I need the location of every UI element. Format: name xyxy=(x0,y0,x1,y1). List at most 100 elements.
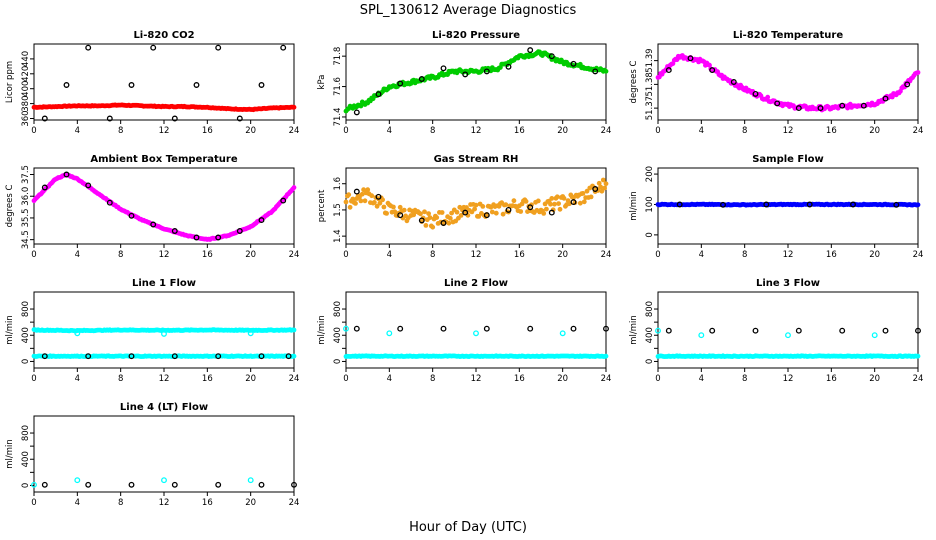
series-1 xyxy=(31,477,254,488)
data-point xyxy=(291,327,297,333)
x-tick-label: 4 xyxy=(75,126,80,136)
data-point xyxy=(483,68,490,75)
x-tick-label: 12 xyxy=(471,250,482,260)
data-point xyxy=(570,199,577,206)
data-point xyxy=(489,209,495,215)
data-point xyxy=(730,79,737,85)
y-axis-label: degrees C xyxy=(629,61,639,104)
data-point xyxy=(171,228,178,234)
series-0 xyxy=(31,327,297,334)
data-point xyxy=(698,332,705,339)
data-point xyxy=(236,228,243,234)
x-tick-label: 12 xyxy=(159,126,170,136)
x-tick-label: 20 xyxy=(245,126,256,136)
data-point xyxy=(548,53,555,60)
x-tick-label: 20 xyxy=(245,250,256,260)
x-tick-label: 8 xyxy=(742,250,747,260)
x-tick-label: 4 xyxy=(387,374,392,384)
data-point xyxy=(353,325,360,332)
data-point xyxy=(343,199,349,205)
data-point xyxy=(193,234,200,241)
data-point xyxy=(449,210,454,216)
data-point xyxy=(570,60,577,67)
x-tick-label: 12 xyxy=(783,374,794,384)
data-point xyxy=(386,330,393,337)
data-point xyxy=(353,188,360,195)
y-axis-label: ml/min xyxy=(5,315,15,345)
x-tick-label: 20 xyxy=(869,126,880,136)
data-point xyxy=(603,68,609,74)
y-tick-label: 0 xyxy=(645,232,655,237)
data-point xyxy=(795,105,802,112)
series-2 xyxy=(655,327,878,339)
data-point xyxy=(422,209,427,215)
data-point xyxy=(600,177,606,183)
y-tick-label: 440 xyxy=(21,51,31,67)
data-point xyxy=(687,55,694,62)
x-tick-label: 16 xyxy=(202,126,213,136)
data-point xyxy=(359,191,365,197)
x-tick-label: 12 xyxy=(471,126,482,136)
data-point xyxy=(440,65,447,72)
y-tick-label: 1.5 xyxy=(333,203,343,217)
data-point xyxy=(580,191,586,196)
panel-rh: Gas Stream RH 0 4 8 12 16 20 24 1.4 1.5 1.6 percent xyxy=(317,154,611,260)
data-point xyxy=(541,211,547,216)
x-tick-label: 8 xyxy=(118,498,123,508)
x-tick-label: 12 xyxy=(471,374,482,384)
data-point xyxy=(462,209,469,216)
data-point xyxy=(215,481,222,488)
data-point xyxy=(397,204,403,210)
data-point xyxy=(561,195,567,201)
data-point xyxy=(548,209,555,216)
data-point xyxy=(752,90,759,97)
data-point xyxy=(860,102,867,109)
panel-title: Li-820 CO2 xyxy=(133,30,194,41)
panel-title: Sample Flow xyxy=(752,154,824,165)
x-tick-label: 24 xyxy=(289,374,300,384)
x-tick-label: 20 xyxy=(869,250,880,260)
data-point xyxy=(785,332,791,339)
data-point xyxy=(215,353,222,360)
data-point xyxy=(655,327,661,334)
data-point xyxy=(915,70,921,75)
panel-title: Line 2 Flow xyxy=(444,278,508,289)
data-point xyxy=(676,201,683,208)
data-point xyxy=(893,201,900,208)
x-tick-label: 24 xyxy=(913,126,924,136)
x-tick-label: 16 xyxy=(514,126,525,136)
series-0 xyxy=(343,49,609,114)
y-tick-label: 0 xyxy=(645,359,655,364)
data-point xyxy=(446,220,452,226)
x-tick-label: 16 xyxy=(826,374,837,384)
y-axis-label: kPa xyxy=(317,75,327,90)
data-point xyxy=(795,327,802,334)
x-tick-label: 20 xyxy=(245,498,256,508)
plot-frame xyxy=(657,43,919,121)
data-point xyxy=(346,192,352,198)
data-point xyxy=(554,194,560,200)
series-0 xyxy=(353,325,609,332)
data-point xyxy=(85,481,92,488)
y-tick-label: 400 xyxy=(21,81,31,97)
data-point xyxy=(369,193,375,199)
data-point xyxy=(106,115,113,122)
data-point xyxy=(434,215,440,221)
data-point xyxy=(720,201,726,208)
data-point xyxy=(598,184,603,190)
panel-title: Li-820 Pressure xyxy=(432,30,520,41)
data-point xyxy=(473,202,479,208)
data-point xyxy=(511,198,517,204)
y-axis-label: degrees C xyxy=(5,185,15,228)
data-point xyxy=(380,197,385,203)
panel-sample: Sample Flow 0 4 8 12 16 20 24 0 100 200 ml/min xyxy=(629,154,923,260)
x-tick-label: 16 xyxy=(202,250,213,260)
data-point xyxy=(150,221,157,228)
data-point xyxy=(161,477,167,484)
x-tick-label: 8 xyxy=(118,126,123,136)
data-point xyxy=(559,330,566,337)
data-point xyxy=(430,224,436,230)
data-point xyxy=(418,76,425,82)
data-point xyxy=(915,202,921,208)
data-point xyxy=(595,188,601,193)
